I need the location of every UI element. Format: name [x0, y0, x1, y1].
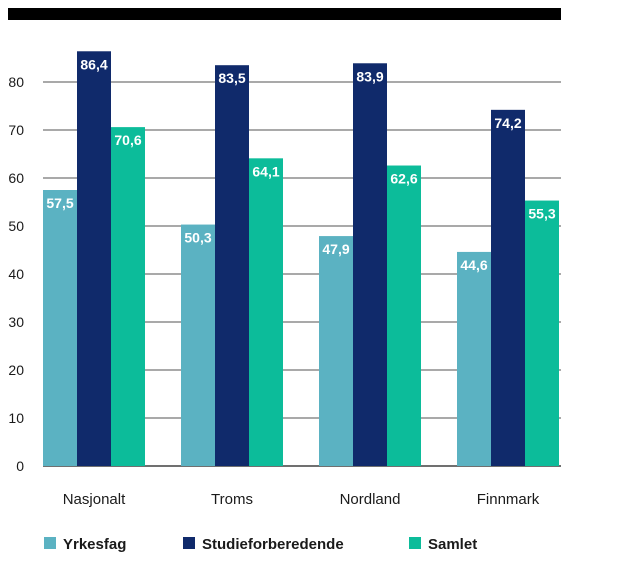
bar [457, 251, 491, 466]
data-label: 50,3 [184, 230, 211, 246]
y-tick-label: 80 [8, 74, 24, 90]
y-tick-label: 50 [8, 218, 24, 234]
data-label: 44,6 [460, 257, 487, 273]
data-label: 74,2 [494, 115, 521, 131]
bar [525, 200, 559, 466]
title-bar [8, 8, 561, 20]
legend: Yrkesfag Studieforberedende Samlet [44, 536, 477, 553]
bar [319, 236, 353, 466]
y-tick-label: 20 [8, 362, 24, 378]
bar [111, 127, 145, 467]
data-label: 47,9 [322, 241, 349, 257]
bar [353, 63, 387, 466]
bar [387, 165, 421, 466]
y-tick-label: 70 [8, 122, 24, 138]
y-tick-label: 60 [8, 170, 24, 186]
bars [43, 51, 559, 467]
legend-label: Samlet [428, 536, 477, 553]
data-label: 70,6 [114, 132, 141, 148]
legend-label: Yrkesfag [63, 536, 126, 553]
category-label: Finnmark [477, 491, 540, 508]
legend-swatch [183, 537, 195, 549]
bar [77, 51, 111, 466]
bar [491, 109, 525, 466]
x-axis: Nasjonalt Troms Nordland Finnmark [63, 491, 540, 508]
data-label: 55,3 [528, 206, 555, 222]
legend-label: Studieforberedende [202, 536, 344, 553]
bar [249, 158, 283, 466]
category-label: Nasjonalt [63, 491, 126, 508]
data-label: 83,5 [218, 70, 245, 86]
data-label: 83,9 [356, 68, 383, 84]
y-tick-label: 0 [16, 458, 24, 474]
data-label: 64,1 [252, 163, 279, 179]
data-label: 57,5 [46, 195, 73, 211]
category-label: Nordland [340, 491, 401, 508]
y-axis: 0 10 20 30 40 50 60 70 80 [8, 74, 24, 474]
legend-swatch [44, 537, 56, 549]
category-label: Troms [211, 491, 253, 508]
y-tick-label: 40 [8, 266, 24, 282]
bar [215, 65, 249, 466]
bar [181, 224, 215, 466]
bar [43, 190, 77, 466]
data-label: 62,6 [390, 171, 417, 187]
legend-swatch [409, 537, 421, 549]
y-tick-label: 10 [8, 410, 24, 426]
y-tick-label: 30 [8, 314, 24, 330]
data-labels: 57,5 86,4 70,6 50,3 83,5 64,1 47,9 83,9 62,6 44,6… [46, 56, 555, 273]
data-label: 86,4 [80, 56, 107, 72]
